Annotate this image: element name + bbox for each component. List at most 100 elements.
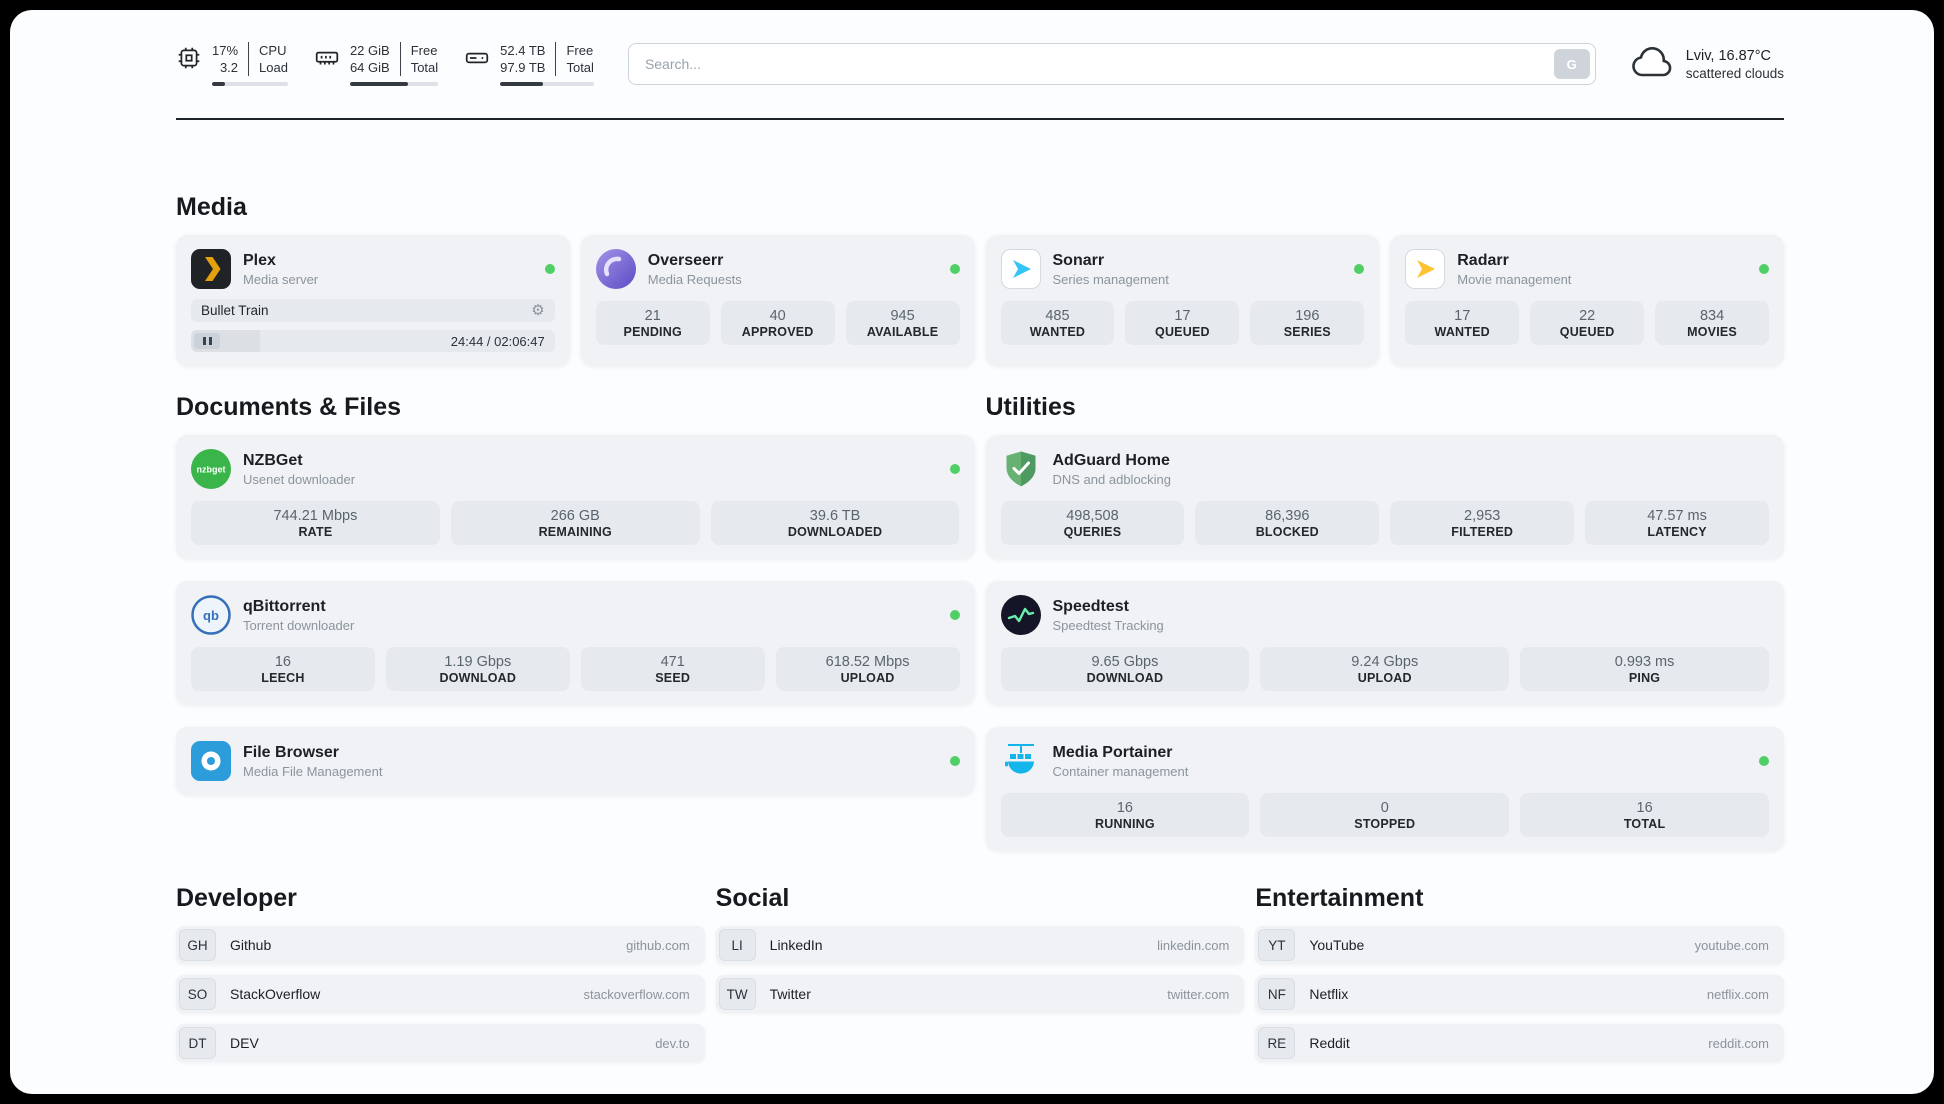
radarr-icon [1405, 249, 1446, 289]
storage-metric-body: 52.4 TB 97.9 TB Free Total [500, 42, 594, 86]
nzbget-app-tile[interactable]: nzbget NZBGet Usenet downloader [191, 449, 960, 489]
app-name: Sonarr [1052, 251, 1105, 269]
bookmark-youtube[interactable]: YT YouTube youtube.com [1255, 926, 1784, 964]
stat-filtered: 2,953 FILTERED [1390, 501, 1575, 545]
bookmark-url: github.com [626, 937, 690, 953]
search-bar: G [627, 43, 1596, 85]
media-cards-row: Plex Media server Bullet Train ⚙ 24:44 /… [176, 235, 1784, 366]
stat-approved: 40 APPROVED [720, 301, 835, 345]
bookmark-netflix[interactable]: NF Netflix netflix.com [1255, 975, 1784, 1013]
bookmark-abbr: YT [1258, 929, 1296, 961]
stat-series: 196 SERIES [1250, 301, 1365, 345]
app-name: Radarr [1457, 251, 1509, 269]
overseerr-app-tile[interactable]: Overseerr Media Requests [595, 249, 960, 289]
stat-movies: 834 MOVIES [1655, 301, 1770, 345]
status-online-dot [949, 756, 960, 766]
stat-remaining: 266 GB REMAINING [450, 501, 700, 545]
nzbget-card: nzbget NZBGet Usenet downloader 744.21 M… [176, 435, 975, 559]
adguard-app-tile[interactable]: AdGuard Home DNS and adblocking [1001, 449, 1770, 489]
social-column: Social LI LinkedIn linkedin.com TW Twitt… [715, 883, 1245, 1013]
radarr-app-tile[interactable]: Radarr Movie management [1405, 249, 1769, 289]
svg-text:qb: qb [203, 608, 219, 623]
stat-wanted: 17 WANTED [1405, 301, 1520, 345]
hard-drive-icon [464, 45, 490, 71]
bookmark-name: YouTube [1309, 937, 1365, 953]
filebrowser-app-tile[interactable]: File Browser Media File Management [191, 741, 960, 781]
stat-available: 945 AVAILABLE [845, 301, 960, 345]
storage-free-label: Free [566, 43, 594, 58]
stat-downloaded: 39.6 TB DOWNLOADED [710, 501, 960, 545]
app-name: Speedtest [1052, 597, 1129, 615]
weather-condition: scattered clouds [1685, 65, 1784, 81]
filebrowser-card: File Browser Media File Management [176, 727, 975, 795]
speedtest-card: Speedtest Speedtest Tracking 9.65 Gbps D… [985, 581, 1784, 705]
storage-metric: 52.4 TB 97.9 TB Free Total [464, 42, 594, 86]
stat-running: 16 RUNNING [1000, 793, 1250, 837]
seek-bar[interactable]: 24:44 / 02:06:47 [191, 330, 555, 352]
search-input[interactable] [627, 43, 1596, 85]
bookmark-abbr: TW [718, 978, 756, 1010]
bookmark-url: twitter.com [1167, 986, 1230, 1002]
media-section-title: Media [176, 193, 247, 221]
plex-card: Plex Media server Bullet Train ⚙ 24:44 /… [176, 235, 570, 366]
documents-section-title: Documents & Files [176, 393, 402, 421]
developer-section-title: Developer [176, 884, 297, 912]
status-online-dot [949, 264, 960, 274]
sonarr-app-tile[interactable]: Sonarr Series management [1000, 249, 1365, 289]
bookmark-name: Netflix [1309, 986, 1349, 1002]
bookmark-reddit[interactable]: RE Reddit reddit.com [1255, 1024, 1784, 1062]
speedtest-app-tile[interactable]: Speedtest Speedtest Tracking [1000, 595, 1770, 635]
stat-upload: 618.52 Mbps UPLOAD [775, 647, 960, 691]
memory-metric-body: 22 GiB 64 GiB Free Total [349, 42, 439, 86]
app-subtitle: Usenet downloader [243, 471, 356, 487]
portainer-app-tile[interactable]: Media Portainer Container management [1001, 741, 1769, 781]
plex-app-tile[interactable]: Plex Media server [191, 249, 555, 289]
adguard-card: AdGuard Home DNS and adblocking 498,508 … [985, 435, 1784, 559]
sonarr-card: Sonarr Series management 485 WANTED 17 Q… [985, 235, 1380, 366]
status-online-dot [544, 264, 555, 274]
memory-icon [314, 45, 340, 71]
developer-column: Developer GH Github github.com SO StackO… [176, 883, 705, 1062]
system-metrics: 17% 3.2 CPU Load [176, 42, 594, 86]
speedtest-icon [1000, 595, 1041, 635]
bookmark-url: youtube.com [1694, 937, 1769, 953]
header-divider [176, 118, 1784, 120]
bookmark-stackoverflow[interactable]: SO StackOverflow stackoverflow.com [176, 975, 705, 1013]
status-online-dot [949, 610, 960, 620]
bookmark-url: reddit.com [1708, 1035, 1769, 1051]
bookmark-linkedin[interactable]: LI LinkedIn linkedin.com [715, 926, 1245, 964]
storage-free-value: 52.4 TB [500, 43, 546, 58]
status-online-dot [1759, 264, 1769, 274]
memory-free-label: Free [410, 43, 438, 58]
memory-meter [349, 82, 439, 86]
bookmark-name: Github [230, 937, 272, 953]
bookmark-name: Twitter [769, 986, 811, 1002]
dashboard-page: 17% 3.2 CPU Load [10, 10, 1934, 1094]
bookmark-abbr: GH [179, 929, 216, 961]
cpu-chip-icon [176, 45, 202, 71]
stat-queued: 17 QUEUED [1125, 301, 1240, 345]
radarr-card: Radarr Movie management 17 WANTED 22 QUE… [1390, 235, 1784, 366]
memory-total-value: 64 GiB [349, 60, 390, 75]
main-content: Media Plex Media server Bullet Train ⚙ [10, 192, 1934, 1062]
pause-button[interactable] [194, 333, 220, 349]
search-engine-button[interactable]: G [1553, 49, 1590, 79]
gear-icon[interactable]: ⚙ [531, 302, 545, 319]
bookmark-url: netflix.com [1706, 986, 1769, 1002]
bookmark-name: StackOverflow [230, 986, 321, 1002]
filebrowser-icon [191, 741, 231, 781]
stat-wanted: 485 WANTED [1000, 301, 1115, 345]
social-section-title: Social [715, 884, 790, 912]
bookmark-dev[interactable]: DT DEV dev.to [176, 1024, 705, 1062]
cpu-usage-label: CPU [259, 43, 287, 58]
qbittorrent-app-tile[interactable]: qb qBittorrent Torrent downloader [191, 595, 960, 635]
app-name: NZBGet [243, 451, 303, 469]
qbittorrent-icon: qb [191, 595, 231, 635]
bookmark-abbr: LI [718, 929, 756, 961]
bookmark-twitter[interactable]: TW Twitter twitter.com [715, 975, 1245, 1013]
bookmark-github[interactable]: GH Github github.com [176, 926, 705, 964]
bookmark-abbr: NF [1258, 978, 1296, 1010]
app-name: Plex [243, 251, 276, 269]
status-online-dot [1759, 756, 1769, 766]
